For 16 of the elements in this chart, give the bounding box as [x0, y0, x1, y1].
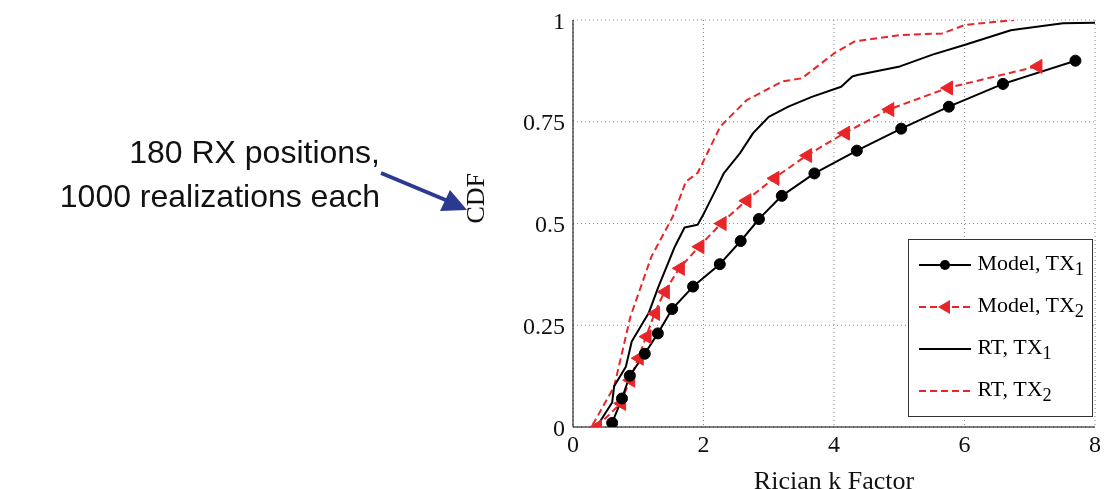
x-tick-label: 2: [697, 431, 710, 458]
legend-label: RT, TX$_{1}$: [977, 333, 1052, 365]
x-tick-label: 4: [828, 431, 840, 458]
y-tick-label: 0.5: [535, 211, 565, 238]
x-tick-label: 6: [958, 431, 971, 458]
y-tick-label: 0.75: [523, 109, 565, 136]
y-tick-label: 1: [553, 7, 565, 34]
legend-label: Model, TX$_{2}$: [977, 291, 1084, 323]
x-tick-label: 8: [1089, 431, 1101, 458]
text: 180 RX positions, 1000 realizations each: [59, 133, 380, 216]
legend-label: Model, TX$_{1}$: [977, 249, 1084, 281]
y-tick-label: 0.25: [523, 312, 565, 339]
y-axis-title: CDF: [461, 172, 491, 224]
x-axis-title: Rician k Factor: [753, 466, 915, 489]
legend-label: RT, TX$_{2}$: [977, 375, 1052, 407]
y-tick-label: 0: [553, 414, 565, 441]
